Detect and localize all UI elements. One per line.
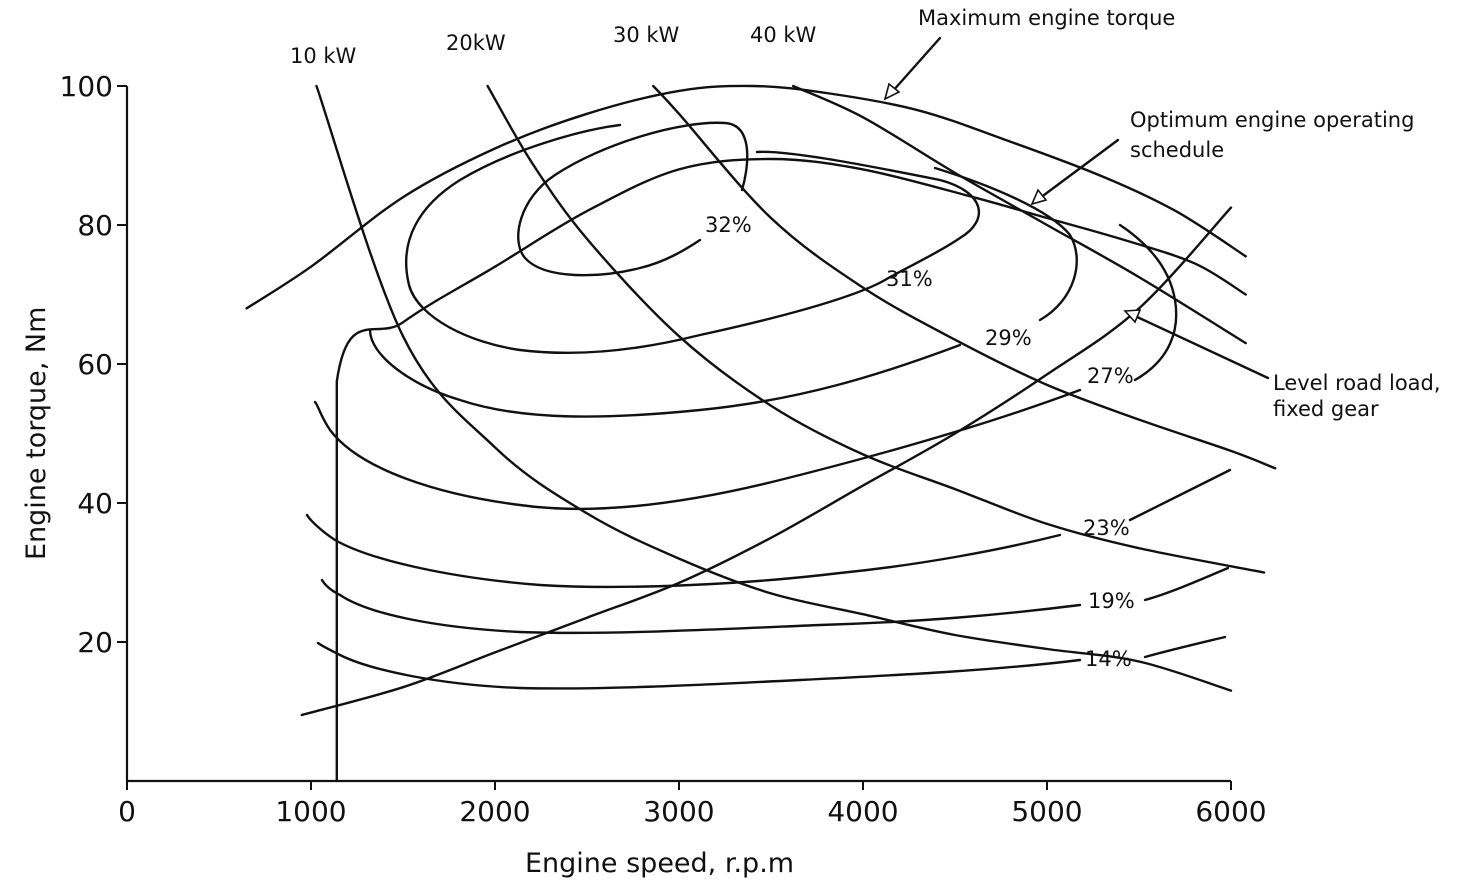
x-tick-label: 6000 bbox=[1195, 795, 1266, 828]
series-line-level-road-load-fixed-gear bbox=[302, 208, 1231, 715]
y-axis-title: Engine torque, Nm bbox=[21, 307, 52, 560]
contour-31 bbox=[406, 125, 979, 353]
series-layer bbox=[247, 86, 1276, 781]
contour-27 bbox=[315, 225, 1176, 509]
label-30kw: 30 kW bbox=[613, 23, 680, 47]
y-tick-label: 40 bbox=[77, 487, 113, 520]
x-tick-label: 0 bbox=[118, 795, 136, 828]
x-tick-label: 1000 bbox=[275, 795, 346, 828]
label-eff-19: 19% bbox=[1088, 589, 1135, 613]
x-ticks: 0 1000 2000 3000 4000 5000 6000 bbox=[118, 781, 1267, 828]
label-eff-27: 27% bbox=[1087, 364, 1134, 388]
label-optimum-1: Optimum engine operating bbox=[1130, 108, 1414, 132]
label-eff-14: 14% bbox=[1085, 647, 1132, 671]
leader-optimum bbox=[1040, 140, 1118, 198]
y-tick-label: 80 bbox=[77, 209, 113, 242]
leader-road-load bbox=[1135, 316, 1268, 378]
contour-29 bbox=[370, 168, 1077, 417]
label-road-load-1: Level road load, bbox=[1273, 371, 1441, 395]
y-tick-label: 20 bbox=[77, 626, 113, 659]
label-road-load-2: fixed gear bbox=[1273, 397, 1379, 421]
contour-32 bbox=[518, 123, 747, 275]
series-line-maximum-engine-torque bbox=[247, 86, 1246, 308]
series-line-optimum-engine-operating-schedule bbox=[337, 159, 1246, 781]
label-eff-29: 29% bbox=[985, 326, 1032, 350]
label-eff-32: 32% bbox=[705, 213, 752, 237]
label-eff-23: 23% bbox=[1083, 516, 1130, 540]
label-optimum-2: schedule bbox=[1130, 138, 1224, 162]
label-20kw: 20kW bbox=[446, 31, 506, 55]
x-tick-label: 2000 bbox=[459, 795, 530, 828]
x-tick-label: 3000 bbox=[643, 795, 714, 828]
y-ticks: 20 40 60 80 100 bbox=[60, 70, 127, 659]
label-eff-31: 31% bbox=[886, 267, 933, 291]
label-max-torque: Maximum engine torque bbox=[918, 6, 1175, 30]
arrow-optimum bbox=[1032, 190, 1046, 204]
y-tick-label: 60 bbox=[77, 348, 113, 381]
arrow-road-load bbox=[1125, 310, 1140, 322]
y-tick-label: 100 bbox=[60, 70, 113, 103]
label-40kw: 40 kW bbox=[750, 23, 817, 47]
label-10kw: 10 kW bbox=[290, 44, 357, 68]
x-axis-title: Engine speed, r.p.m bbox=[525, 848, 794, 879]
leader-max-torque bbox=[892, 38, 940, 92]
x-tick-label: 4000 bbox=[827, 795, 898, 828]
x-tick-label: 5000 bbox=[1011, 795, 1082, 828]
